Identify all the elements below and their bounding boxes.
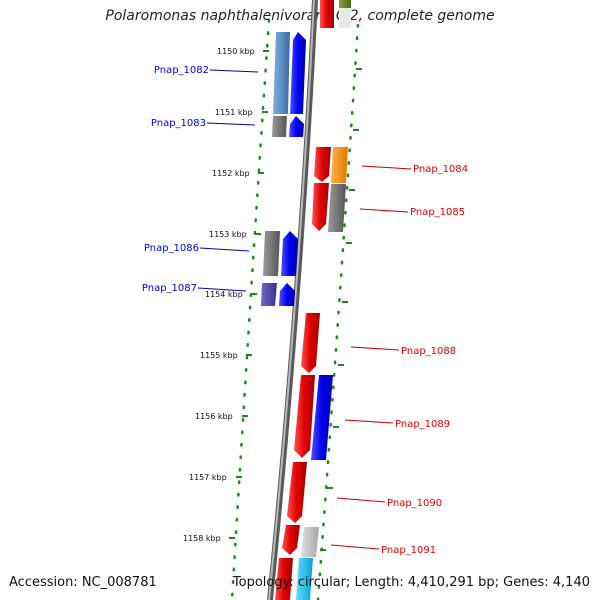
tick-label: 1155 kbp	[200, 351, 238, 360]
accession-label: Accession: NC_008781	[9, 575, 157, 590]
ruler-inner-dots	[230, 18, 271, 600]
gene-pnap-1090[interactable]	[287, 462, 307, 523]
tick-label: 1150 kbp	[217, 47, 255, 56]
gene-label-pnap-1087[interactable]: Pnap_1087	[142, 283, 197, 294]
gene-pnap-1084[interactable]	[314, 147, 348, 183]
gene-label-pnap-1083[interactable]: Pnap_1083	[151, 118, 206, 129]
gene-label-pnap-1082[interactable]: Pnap_1082	[154, 65, 209, 76]
gene-label-pnap-1085[interactable]: Pnap_1085	[410, 207, 465, 218]
tick-label: 1154 kbp	[205, 290, 243, 299]
tick-label: 1151 kbp	[215, 108, 253, 117]
map-title: Polaromonas naphthalenivorans CJ2, compl…	[105, 8, 495, 24]
gene-pnap-1091[interactable]	[282, 525, 319, 557]
tick-label: 1157 kbp	[189, 473, 227, 482]
gene-label-pnap-1088[interactable]: Pnap_1088	[401, 346, 456, 357]
tick-label: 1153 kbp	[209, 230, 247, 239]
topology-label: Topology: circular; Length: 4,410,291 bp…	[232, 575, 590, 590]
gene-pnap-1087[interactable]	[261, 283, 295, 306]
gene-label-pnap-1089[interactable]: Pnap_1089	[395, 419, 450, 430]
gene-label-pnap-1086[interactable]: Pnap_1086	[144, 243, 199, 254]
ruler-outer-dots	[316, 23, 360, 600]
gene-pnap-1089[interactable]	[294, 375, 333, 460]
tick-label: 1156 kbp	[195, 412, 233, 421]
tick-label: 1158 kbp	[183, 534, 221, 543]
gene-label-pnap-1084[interactable]: Pnap_1084	[413, 164, 468, 175]
gene-pnap-1086[interactable]	[263, 231, 298, 276]
gene-label-pnap-1090[interactable]: Pnap_1090	[387, 498, 442, 509]
gene-pnap-1088[interactable]	[301, 313, 320, 373]
scale-ticks: 1150 kbp 1151 kbp 1152 kbp 1153 kbp 1154…	[183, 47, 269, 543]
gene-pnap-1083[interactable]	[272, 116, 304, 137]
tick-label: 1152 kbp	[212, 169, 250, 178]
gene-pnap-1085[interactable]	[312, 183, 346, 232]
gene-pnap-1082[interactable]	[273, 32, 306, 114]
gene-label-pnap-1091[interactable]: Pnap_1091	[381, 545, 436, 556]
